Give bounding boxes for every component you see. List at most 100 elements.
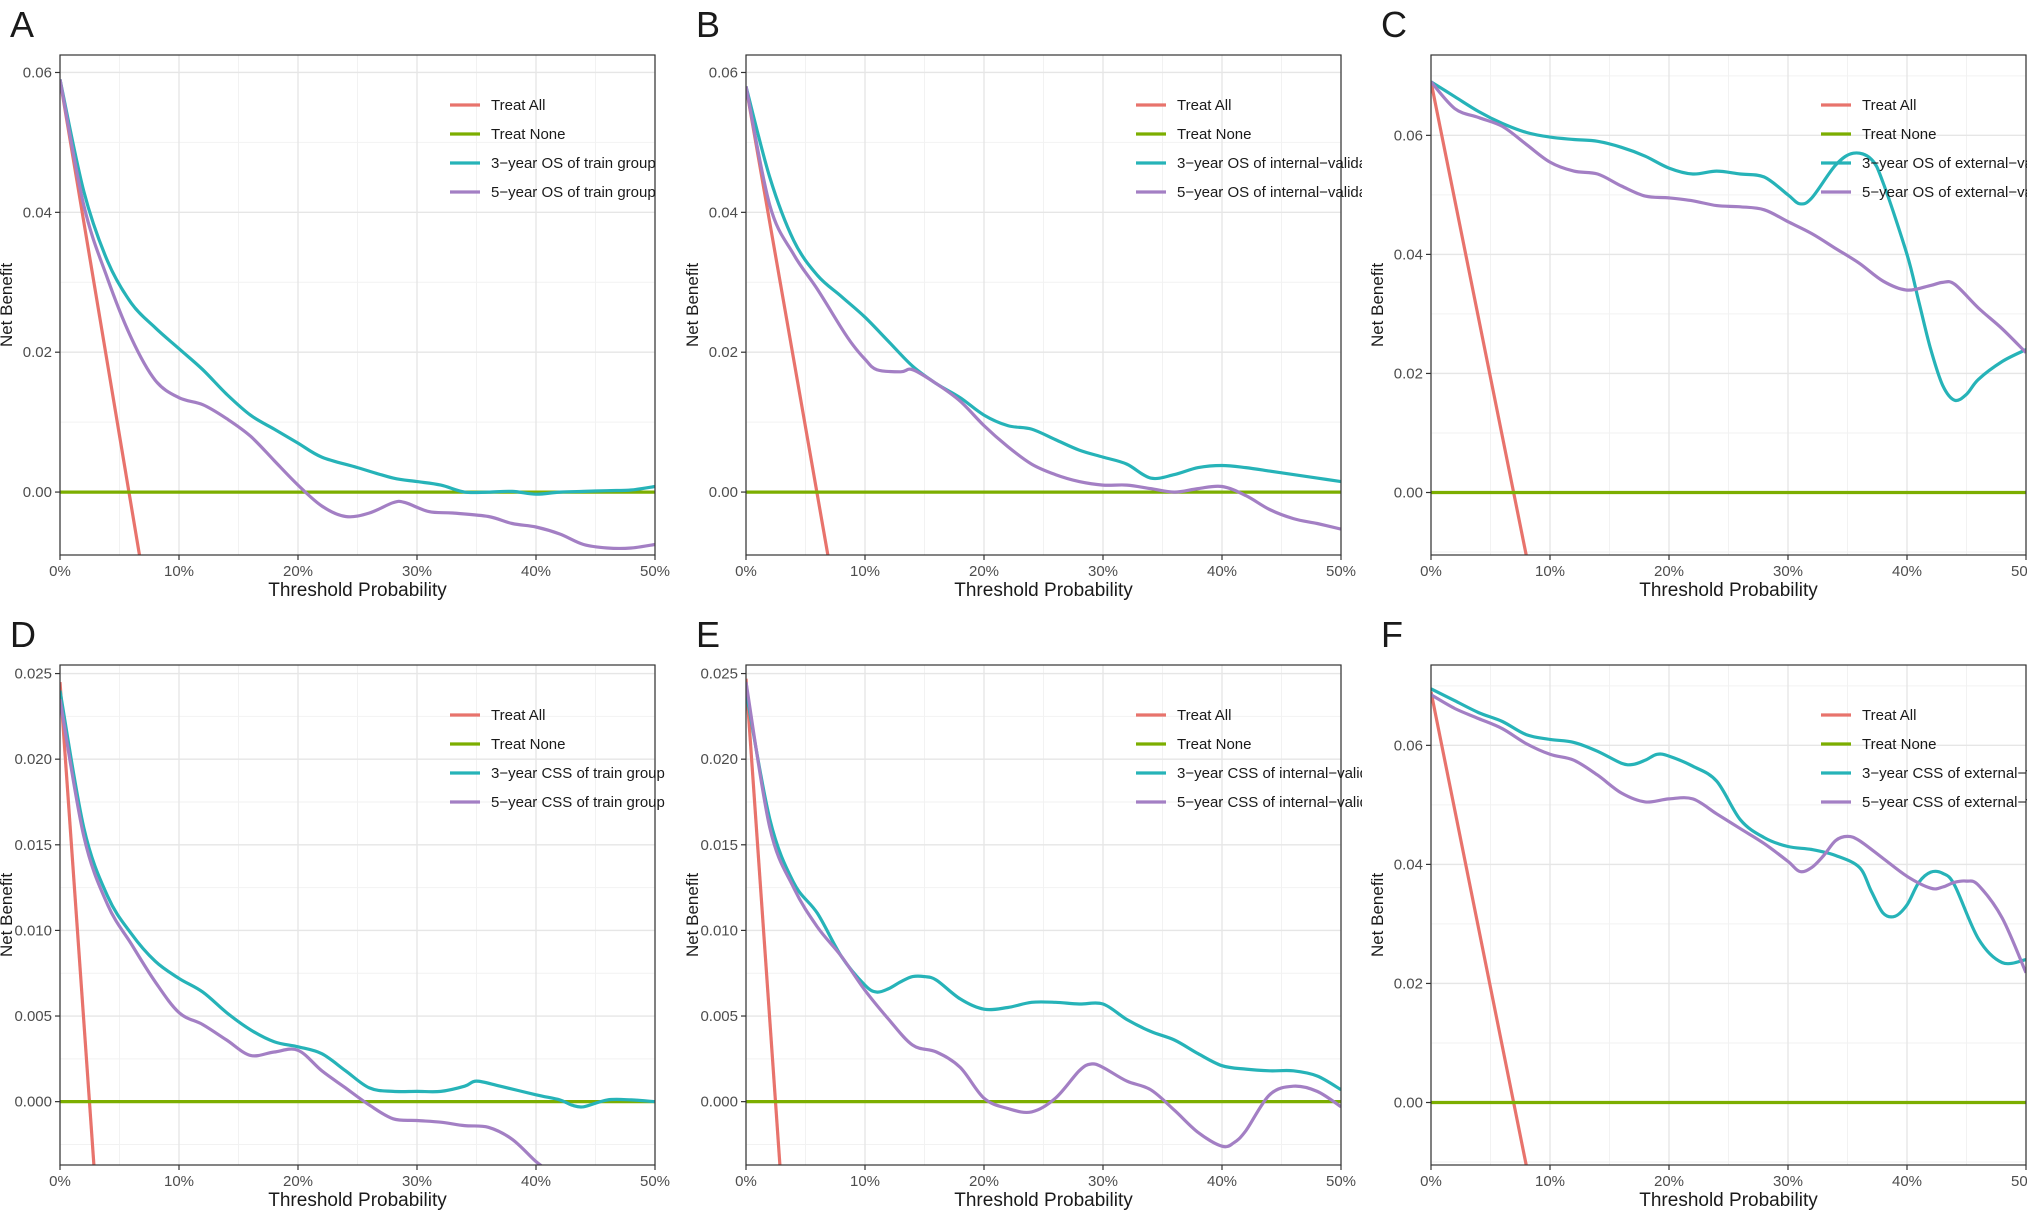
x-tick-label: 30%: [1773, 1173, 1803, 1190]
x-tick-label: 10%: [850, 1173, 880, 1190]
x-tick-label: 40%: [1207, 563, 1237, 580]
y-tick-label: 0.02: [23, 344, 52, 361]
x-tick-label: 20%: [1654, 563, 1684, 580]
legend-label: 5−year OS of external−validation group: [1862, 184, 2027, 201]
x-tick-label: 40%: [1892, 563, 1922, 580]
y-tick-label: 0.010: [700, 922, 738, 939]
legend-label: 3−year OS of internal−validation group: [1177, 155, 1362, 172]
series-line-three-year: [60, 79, 655, 496]
legend-label: Treat None: [491, 126, 565, 143]
x-tick-label: 10%: [164, 1173, 194, 1190]
x-tick-label: 0%: [735, 1173, 757, 1190]
panel-letter: C: [1381, 4, 1407, 45]
x-tick-label: 10%: [1535, 563, 1565, 580]
plot-frame: [745, 54, 1342, 556]
y-tick-label: 0.00: [23, 484, 52, 501]
x-tick-label: 10%: [1535, 1173, 1565, 1190]
y-tick-label: 0.020: [700, 751, 738, 768]
series-line-three-year: [60, 690, 655, 1109]
series-line-treat-all: [1431, 81, 1528, 555]
series-line-five-year: [1431, 80, 2026, 354]
legend-label: Treat All: [1862, 707, 1916, 724]
plot-frame: [745, 664, 1342, 1166]
legend-label: Treat None: [1862, 126, 1936, 143]
y-tick-label: 0.025: [14, 666, 52, 683]
y-tick-label: 0.015: [14, 837, 52, 854]
chart-a: 0% 10% 20% 30% 40% 50% 0.00 0.02 0.04 0.06 Thresho…: [0, 54, 670, 601]
y-tick-label: 0.005: [700, 1008, 738, 1025]
legend-label: 3−year OS of train group: [491, 155, 656, 172]
series-line-treat-all: [1431, 691, 1528, 1165]
y-tick-label: 0.06: [1394, 737, 1423, 754]
panel-c: C 0% 10% 20% 30% 40% 50% 0.00 0.02 0.04 0.06 Thres…: [1371, 0, 2027, 610]
legend-label: Treat All: [1862, 97, 1916, 114]
y-tick-label: 0.02: [1394, 975, 1423, 992]
y-tick-label: 0.015: [700, 837, 738, 854]
legend-label: Treat All: [491, 97, 545, 114]
plot-frame: [59, 664, 656, 1166]
series-group: [746, 678, 1341, 1165]
series-group: [60, 681, 655, 1165]
y-tick-label: 0.06: [23, 64, 52, 81]
legend-label: 5−year OS of train group: [491, 184, 656, 201]
series-line-three-year: [746, 86, 1341, 484]
y-tick-label: 0.04: [709, 204, 738, 221]
legend-label: 5−year CSS of external−validation group: [1862, 794, 2027, 811]
x-axis-title: Threshold Probability: [268, 1190, 447, 1211]
y-tick-label: 0.000: [14, 1094, 52, 1111]
x-tick-label: 50%: [2011, 563, 2027, 580]
y-tick-label: 0.06: [709, 64, 738, 81]
x-tick-label: 50%: [640, 1173, 670, 1190]
legend-label: 5−year OS of internal−validation group: [1177, 184, 1362, 201]
legend-label: 3−year CSS of train group: [491, 765, 665, 782]
panel-b: B 0% 10% 20% 30% 40% 50% 0.00 0.02 0.04 0.06 Thres…: [686, 0, 1362, 610]
legend-label: 5−year CSS of train group: [491, 794, 665, 811]
y-tick-label: 0.005: [14, 1008, 52, 1025]
x-tick-label: 0%: [735, 563, 757, 580]
legend-label: Treat All: [1177, 97, 1231, 114]
x-tick-label: 20%: [969, 1173, 999, 1190]
series-line-treat-all: [746, 678, 782, 1165]
chart-b: 0% 10% 20% 30% 40% 50% 0.00 0.02 0.04 0.06 Thresho…: [686, 54, 1362, 601]
legend-label: Treat None: [1862, 736, 1936, 753]
y-tick-label: 0.02: [1394, 365, 1423, 382]
panel-letter: A: [10, 4, 35, 45]
legend-label: 5−year CSS of internal−validation group: [1177, 794, 1362, 811]
x-tick-label: 50%: [640, 563, 670, 580]
plot-frame: [59, 54, 656, 556]
y-tick-label: 0.06: [1394, 127, 1423, 144]
panel-letter: B: [696, 4, 721, 45]
series-group: [60, 79, 655, 555]
x-axis-title: Threshold Probability: [1639, 1190, 1818, 1211]
series-line-five-year: [746, 681, 1341, 1149]
y-tick-label: 0.04: [1394, 856, 1423, 873]
x-tick-label: 30%: [1088, 1173, 1118, 1190]
series-line-five-year: [60, 79, 655, 551]
x-tick-label: 50%: [2011, 1173, 2027, 1190]
series-line-five-year: [746, 86, 1341, 531]
legend-label: Treat None: [1177, 736, 1251, 753]
series-line-three-year: [1431, 687, 2026, 966]
panel-e: E 0% 10% 20% 30% 40% 50% 0.000 0.005 0.010 0.015 0…: [686, 610, 1362, 1220]
x-axis-title: Threshold Probability: [268, 580, 447, 601]
y-tick-label: 0.020: [14, 751, 52, 768]
x-tick-label: 40%: [521, 1173, 551, 1190]
x-tick-label: 20%: [283, 1173, 313, 1190]
x-tick-label: 50%: [1326, 1173, 1356, 1190]
x-tick-label: 0%: [49, 563, 71, 580]
series-line-three-year: [1431, 80, 2026, 403]
x-tick-label: 10%: [850, 563, 880, 580]
panel-letter: F: [1381, 614, 1403, 655]
x-tick-label: 0%: [49, 1173, 71, 1190]
x-tick-label: 10%: [164, 563, 194, 580]
x-tick-label: 20%: [283, 563, 313, 580]
y-axis-title: Net Benefit: [686, 263, 702, 347]
y-tick-label: 0.00: [1394, 1095, 1423, 1112]
x-tick-label: 0%: [1420, 1173, 1442, 1190]
panel-f: F 0% 10% 20% 30% 40% 50% 0.00 0.02 0.04 0.06 Thres…: [1371, 610, 2027, 1220]
y-tick-label: 0.025: [700, 666, 738, 683]
chart-f: 0% 10% 20% 30% 40% 50% 0.00 0.02 0.04 0.06 Thresho…: [1371, 664, 2027, 1211]
series-group: [746, 86, 1341, 555]
legend-label: Treat All: [1177, 707, 1231, 724]
